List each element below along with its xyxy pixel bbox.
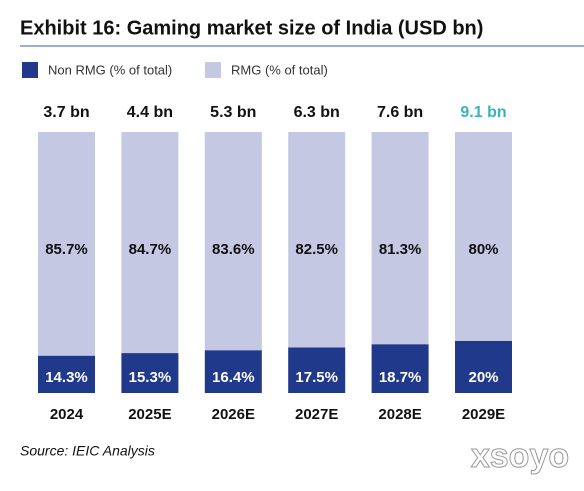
total-label: 4.4 bn bbox=[127, 104, 173, 121]
source: Source: IEIC Analysis bbox=[20, 443, 155, 459]
bar-segment bbox=[371, 132, 429, 345]
value-label: 17.5% bbox=[295, 369, 338, 386]
x-tick-label: 2027E bbox=[295, 406, 338, 423]
chart-title: Exhibit 16: Gaming market size of India … bbox=[20, 17, 483, 39]
value-label: 15.3% bbox=[129, 369, 172, 386]
value-label: 14.3% bbox=[45, 369, 88, 386]
x-tick-label: 2026E bbox=[212, 406, 255, 423]
legend-label: Non RMG (% of total) bbox=[48, 62, 172, 77]
total-label: 5.3 bn bbox=[210, 104, 256, 121]
value-label: 85.7% bbox=[45, 241, 88, 258]
bar-segment bbox=[121, 132, 179, 354]
bar-segment bbox=[121, 353, 179, 393]
legend-swatch bbox=[22, 62, 38, 78]
bar-segment bbox=[38, 355, 95, 393]
bar-segment bbox=[288, 132, 346, 348]
x-tick-label: 2024 bbox=[50, 406, 84, 423]
x-tick-label: 2029E bbox=[462, 406, 505, 423]
watermark: xsoyo bbox=[471, 437, 569, 475]
value-label: 16.4% bbox=[212, 369, 255, 386]
value-label: 80% bbox=[468, 241, 498, 258]
value-label: 84.7% bbox=[129, 241, 172, 258]
total-label: 7.6 bn bbox=[377, 104, 423, 121]
legend-label: RMG (% of total) bbox=[231, 62, 328, 77]
bar-segment bbox=[371, 344, 429, 393]
x-tick-label: 2028E bbox=[378, 406, 421, 423]
bar-segment bbox=[288, 347, 346, 393]
legend-swatch bbox=[205, 62, 221, 78]
total-label: 9.1 bn bbox=[460, 104, 506, 121]
bar-segment bbox=[455, 340, 512, 393]
value-label: 82.5% bbox=[295, 241, 338, 258]
value-label: 18.7% bbox=[379, 369, 422, 386]
value-label: 81.3% bbox=[379, 241, 422, 258]
value-label: 83.6% bbox=[212, 241, 255, 258]
bar-segment bbox=[204, 350, 262, 393]
bar-segment bbox=[38, 132, 95, 356]
x-tick-label: 2025E bbox=[128, 406, 171, 423]
bar-segment bbox=[204, 132, 262, 351]
total-label: 3.7 bn bbox=[43, 104, 89, 121]
total-label: 6.3 bn bbox=[294, 104, 340, 121]
bar-segment bbox=[455, 132, 512, 341]
value-label: 20% bbox=[468, 369, 498, 386]
